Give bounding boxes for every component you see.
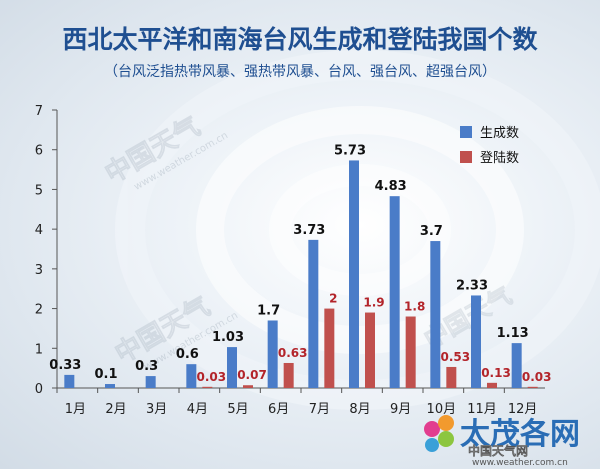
x-tick-label: 10月: [427, 402, 457, 417]
plot-area: 0 1 2 3 4 5 6 7 1月 0.33 2月 0.1 3月 0.3 4月 0.6 0.03 5月 1.03 0…: [35, 104, 552, 417]
bar-generated: [349, 160, 359, 388]
data-label-generated: 0.33: [49, 358, 81, 373]
x-tick-label: 7月: [309, 402, 330, 417]
bar-generated: [267, 320, 278, 388]
legend-swatch-landed: [460, 151, 472, 163]
data-label-landed: 2: [329, 292, 337, 306]
y-tick-label: 6: [35, 144, 43, 159]
x-tick-label: 8月: [349, 402, 370, 417]
bar-generated: [64, 374, 75, 388]
legend-label-generated: 生成数: [480, 126, 519, 141]
x-tick-label: 9月: [390, 402, 411, 417]
bar-generated: [145, 376, 156, 388]
data-label-landed: 1.8: [404, 300, 425, 314]
brand-url-text: www.weather.com.cn: [472, 458, 568, 468]
data-label-generated: 3.73: [293, 223, 325, 238]
data-label-generated: 4.83: [375, 179, 407, 194]
x-tick-label: 6月: [268, 402, 289, 417]
x-tick-label: 11月: [467, 402, 497, 417]
x-tick-label: 1月: [65, 402, 86, 417]
data-label-landed: 0.13: [481, 366, 511, 380]
y-tick-label: 5: [35, 183, 43, 198]
data-label-landed: 0.03: [197, 370, 227, 384]
bar-landed: [487, 382, 497, 388]
brand-logo: 太茂各网 中国天气网 www.weather.com.cn: [424, 415, 580, 468]
y-tick-label: 4: [35, 223, 43, 238]
data-label-generated: 2.33: [456, 278, 488, 293]
bar-landed: [324, 308, 335, 388]
x-tick-label: 4月: [187, 402, 208, 417]
bar-landed: [202, 386, 213, 388]
bar-generated: [389, 196, 400, 388]
bar-landed: [365, 312, 375, 388]
data-label-generated: 1.03: [212, 330, 244, 345]
typhoon-swirl-decoration: [115, 50, 600, 410]
y-tick-label: 3: [35, 263, 43, 278]
chart-subtitle: （台风泛指热带风暴、强热带风暴、台风、强台风、超强台风）: [104, 64, 496, 80]
chart-title: 西北太平洋和南海台风生成和登陆我国个数: [62, 25, 538, 54]
data-label-generated: 0.3: [135, 359, 158, 374]
data-label-landed: 0.03: [522, 370, 552, 384]
legend-swatch-generated: [460, 126, 472, 138]
x-tick-label: 12月: [508, 402, 538, 417]
data-label-generated: 1.7: [257, 303, 280, 318]
x-tick-label: 3月: [146, 402, 167, 417]
data-label-generated: 3.7: [420, 224, 443, 239]
x-tick-label: 2月: [105, 402, 126, 417]
data-label-generated: 5.73: [334, 143, 366, 158]
bar-landed: [527, 386, 538, 388]
y-tick-label: 1: [35, 342, 43, 357]
bar-landed: [283, 362, 294, 388]
bar-generated: [105, 384, 115, 388]
data-label-generated: 1.13: [497, 326, 529, 341]
y-tick-label: 0: [35, 382, 43, 397]
data-label-landed: 0.53: [441, 350, 471, 364]
bar-generated: [227, 347, 237, 388]
bar-generated: [308, 239, 319, 388]
bar-landed: [243, 385, 253, 388]
bar-generated: [430, 241, 441, 388]
legend: 生成数 登陆数: [460, 126, 519, 166]
bar-landed: [405, 316, 416, 388]
bar-generated: [511, 343, 522, 388]
brand-name-text: 太茂各网: [460, 417, 580, 452]
x-tick-label: 5月: [227, 402, 248, 417]
bar-generated: [471, 295, 481, 388]
legend-label-landed: 登陆数: [480, 150, 519, 166]
clover-icon: [424, 415, 454, 452]
y-tick-label: 2: [35, 303, 43, 318]
bar-generated: [186, 364, 197, 388]
data-label-landed: 0.63: [278, 346, 308, 360]
data-label-landed: 0.07: [237, 368, 267, 382]
data-label-generated: 0.1: [94, 367, 117, 382]
brand-sub-text: 中国天气网: [468, 443, 528, 458]
bar-landed: [446, 366, 457, 388]
y-tick-label: 7: [35, 104, 43, 119]
data-label-generated: 0.6: [176, 347, 199, 362]
data-label-landed: 1.9: [363, 296, 384, 310]
